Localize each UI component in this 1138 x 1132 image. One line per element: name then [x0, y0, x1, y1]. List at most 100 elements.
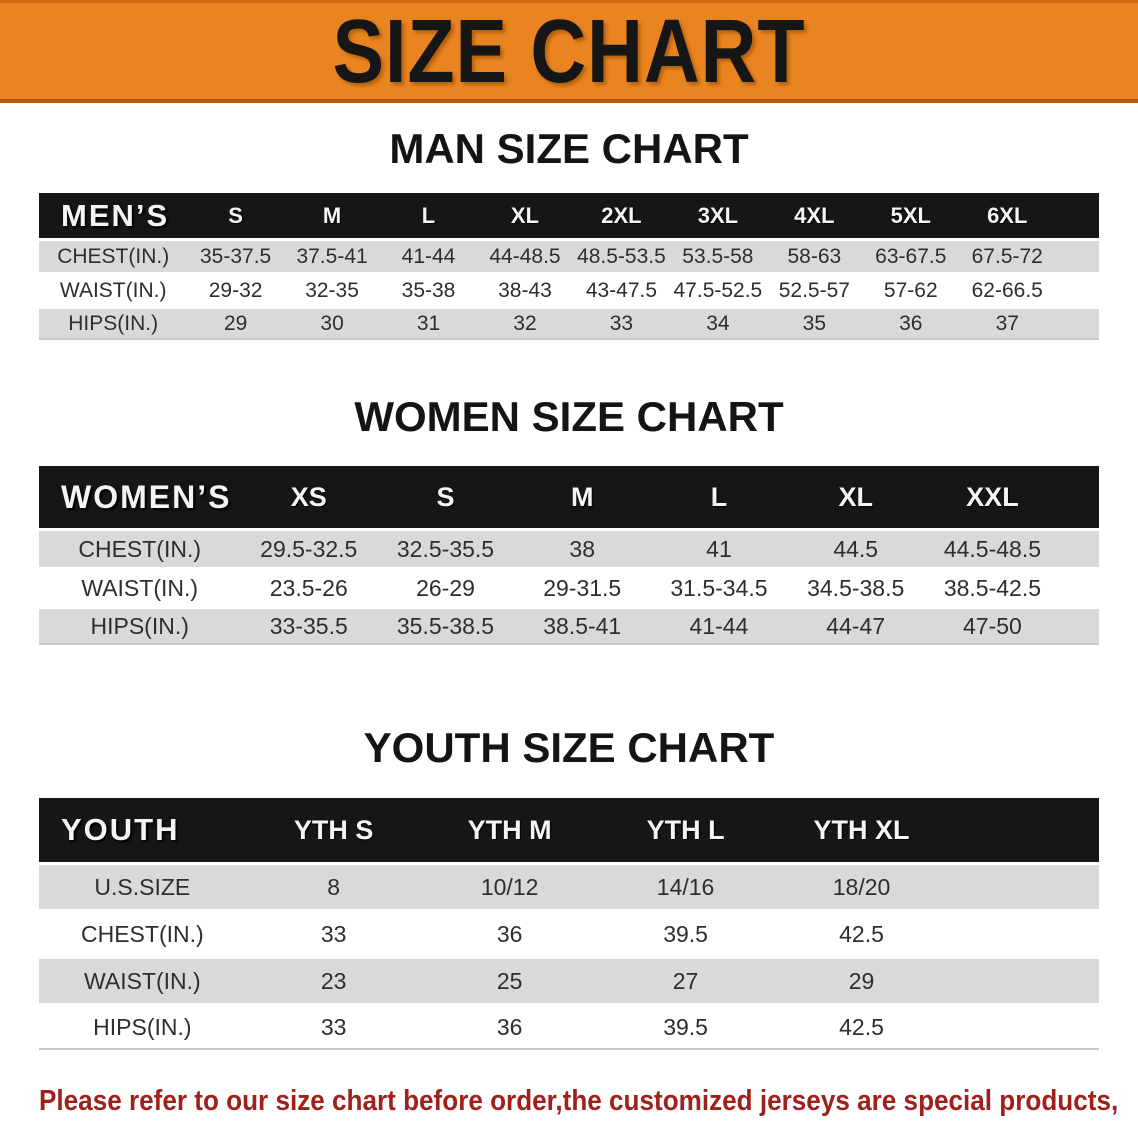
size-value: 31	[380, 309, 477, 340]
size-value: 14/16	[597, 865, 774, 909]
size-value: 35	[766, 309, 863, 340]
column-header: YTH M	[421, 798, 598, 862]
row-label: HIPS(IN.)	[39, 609, 241, 645]
size-value: 36	[862, 309, 960, 340]
size-value: 8	[245, 865, 422, 909]
disclaimer-text: Please refer to our size chart before or…	[39, 1078, 1138, 1132]
women-section-heading: WOMEN SIZE CHART	[354, 393, 784, 440]
column-header: L	[650, 466, 788, 528]
size-value: 29-32	[187, 275, 284, 306]
header-spacer	[1055, 193, 1099, 238]
size-value: 35-38	[380, 275, 477, 306]
table-row: WAIST(IN.) 23.5-26 26-29 29-31.5 31.5-34.5 34…	[39, 570, 1099, 606]
size-value: 67.5-72	[959, 241, 1056, 272]
size-value: 38.5-42.5	[924, 570, 1061, 606]
size-value: 44.5-48.5	[924, 531, 1061, 567]
table-row: HIPS(IN.) 29 30 31 32 33 34 35 36 37	[39, 309, 1099, 340]
size-value: 41	[650, 531, 788, 567]
size-value: 32	[476, 309, 574, 340]
banner-title: SIZE CHART	[332, 0, 806, 101]
disclaimer-line-2: we don't accept cancel, change, teturn o…	[39, 1124, 995, 1132]
header-spacer	[1060, 466, 1099, 528]
size-chart-banner: SIZE CHART	[0, 0, 1138, 103]
man-size-chart-section: MAN SIZE CHART MEN’S S M L XL 2XL 3XL 4XL 5XL 6XL…	[0, 125, 1138, 343]
size-value: 32.5-35.5	[377, 531, 514, 567]
size-value: 42.5	[773, 912, 950, 956]
row-spacer	[1060, 570, 1099, 606]
size-value: 29	[773, 959, 950, 1003]
size-value: 38.5-41	[513, 609, 651, 645]
row-spacer	[949, 912, 1099, 956]
size-value: 36	[421, 912, 598, 956]
table-row: CHEST(IN.) 33 36 39.5 42.5	[39, 912, 1099, 956]
youth-size-table: YOUTH YTH S YTH M YTH L YTH XL U.S.SIZE 8 10/12…	[39, 795, 1099, 1053]
size-value: 33-35.5	[240, 609, 378, 645]
row-label: WAIST(IN.)	[39, 570, 241, 606]
column-header: L	[380, 193, 477, 238]
column-header: 3XL	[669, 193, 767, 238]
table-row: U.S.SIZE 8 10/12 14/16 18/20	[39, 865, 1099, 909]
size-value: 38-43	[476, 275, 574, 306]
table-row: HIPS(IN.) 33-35.5 35.5-38.5 38.5-41 41-44 44-…	[39, 609, 1099, 645]
row-spacer	[949, 959, 1099, 1003]
man-section-heading: MAN SIZE CHART	[389, 125, 749, 172]
row-label: CHEST(IN.)	[39, 912, 246, 956]
size-value: 32-35	[283, 275, 381, 306]
column-header: 6XL	[959, 193, 1056, 238]
column-header: M	[283, 193, 381, 238]
column-header: YTH L	[597, 798, 774, 862]
size-value: 35-37.5	[187, 241, 284, 272]
women-size-chart-section: WOMEN SIZE CHART WOMEN’S XS S M L XL XXL CHEST(…	[0, 393, 1138, 648]
size-value: 26-29	[377, 570, 514, 606]
size-value: 47-50	[924, 609, 1061, 645]
row-label: U.S.SIZE	[39, 865, 246, 909]
size-value: 44-48.5	[476, 241, 574, 272]
size-value: 29-31.5	[513, 570, 651, 606]
row-label: HIPS(IN.)	[39, 309, 188, 340]
row-label: WAIST(IN.)	[39, 959, 246, 1003]
row-spacer	[1060, 531, 1099, 567]
column-header: XL	[476, 193, 574, 238]
table-row: HIPS(IN.) 33 36 39.5 42.5	[39, 1006, 1099, 1050]
youth-size-chart-section: YOUTH SIZE CHART YOUTH YTH S YTH M YTH L YTH…	[0, 724, 1138, 1053]
column-header: S	[187, 193, 284, 238]
row-label: WAIST(IN.)	[39, 275, 188, 306]
size-value: 23	[245, 959, 422, 1003]
row-spacer	[949, 1006, 1099, 1050]
table-header-label: YOUTH	[39, 798, 246, 862]
column-header: XXL	[924, 466, 1061, 528]
size-value: 29	[187, 309, 284, 340]
column-header: XS	[240, 466, 378, 528]
size-value: 37	[959, 309, 1056, 340]
column-header: 2XL	[573, 193, 670, 238]
column-header: YTH XL	[773, 798, 950, 862]
disclaimer-line-1: Please refer to our size chart before or…	[39, 1085, 1119, 1117]
mens-size-table: MEN’S S M L XL 2XL 3XL 4XL 5XL 6XL CHEST(IN.) 35-37…	[39, 190, 1099, 343]
size-value: 62-66.5	[959, 275, 1056, 306]
size-value: 41-44	[650, 609, 788, 645]
youth-section-heading: YOUTH SIZE CHART	[363, 724, 775, 771]
size-value: 37.5-41	[283, 241, 381, 272]
column-header: M	[513, 466, 651, 528]
table-row: WAIST(IN.) 29-32 32-35 35-38 38-43 43-47.5 47.…	[39, 275, 1099, 306]
size-value: 34.5-38.5	[787, 570, 925, 606]
size-value: 33	[573, 309, 670, 340]
size-value: 47.5-52.5	[669, 275, 767, 306]
row-spacer	[1060, 609, 1099, 645]
column-header: XL	[787, 466, 925, 528]
size-value: 10/12	[421, 865, 598, 909]
size-value: 58-63	[766, 241, 863, 272]
size-value: 33	[245, 912, 422, 956]
row-spacer	[1055, 275, 1099, 306]
table-header-label: WOMEN’S	[39, 466, 241, 528]
womens-size-table: WOMEN’S XS S M L XL XXL CHEST(IN.) 29.5-32.5 32.5…	[39, 463, 1099, 648]
table-row: CHEST(IN.) 29.5-32.5 32.5-35.5 38 41 44.5 44.5…	[39, 531, 1099, 567]
size-value: 41-44	[380, 241, 477, 272]
row-label: CHEST(IN.)	[39, 241, 188, 272]
size-value: 36	[421, 1006, 598, 1050]
size-value: 31.5-34.5	[650, 570, 788, 606]
size-value: 25	[421, 959, 598, 1003]
size-value: 34	[669, 309, 767, 340]
header-spacer	[949, 798, 1099, 862]
size-value: 52.5-57	[766, 275, 863, 306]
